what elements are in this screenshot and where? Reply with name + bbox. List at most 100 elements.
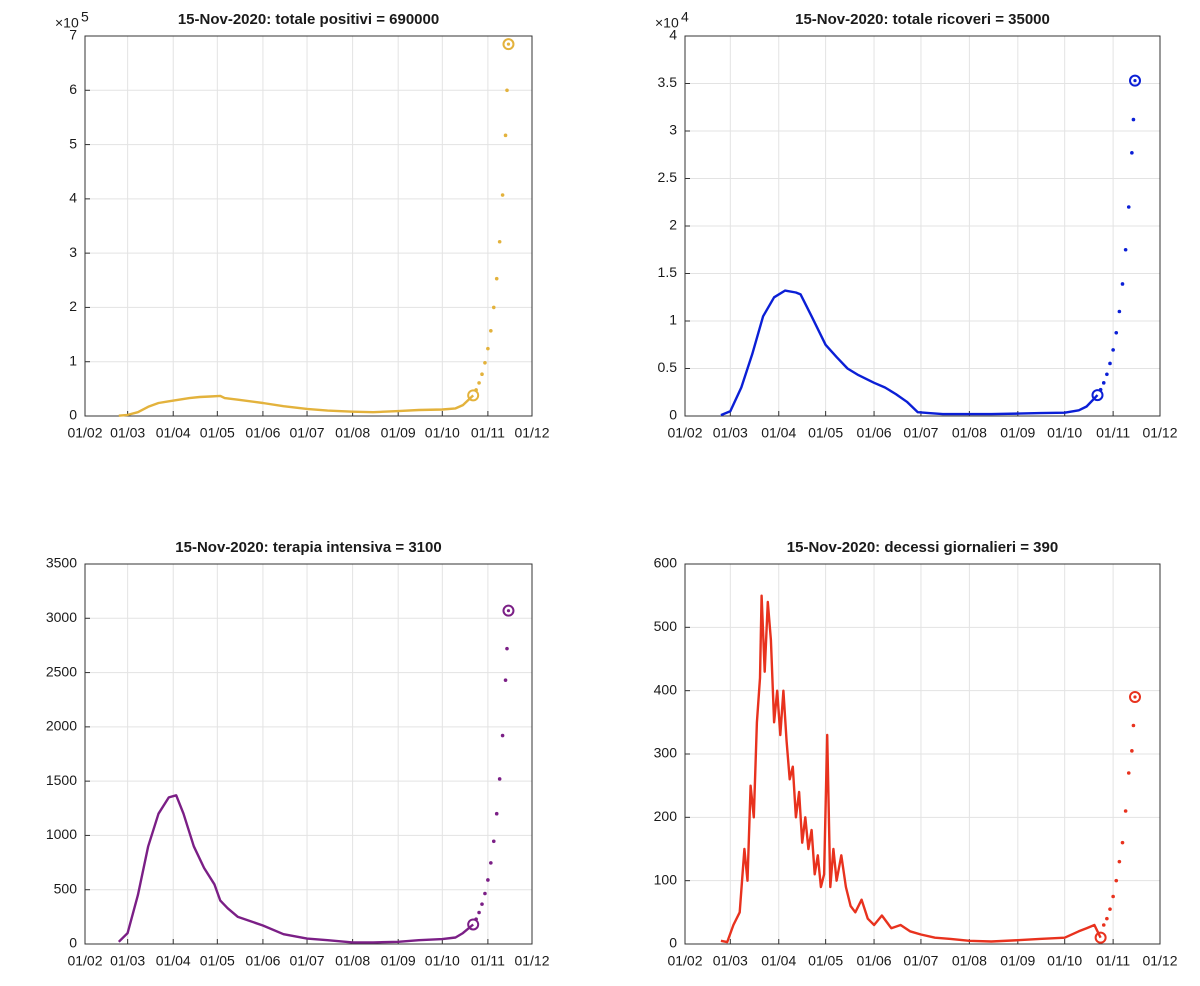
projection-dot: [1123, 809, 1128, 813]
projection-dot: [1101, 381, 1106, 385]
projection-dot: [494, 276, 499, 281]
y-tick-label: 1000: [46, 826, 77, 842]
chart: 01/02 01/03 01/04 01/05 01/06 01/07 01/08 01/09…: [55, 9, 550, 441]
highlight-marker: [1094, 931, 1107, 944]
y-tick-label: 1: [69, 352, 77, 368]
projection-dot: [1108, 361, 1112, 366]
x-tick-label: 01/05: [200, 425, 235, 441]
projection-dot: [500, 733, 505, 738]
y-tick-label: 1: [669, 312, 677, 328]
highlight-marker: [1129, 691, 1141, 703]
projection-dot: [503, 133, 508, 138]
plot-area: [85, 36, 532, 416]
y-tick-label: 6: [69, 81, 77, 97]
projection-dot: [1131, 117, 1136, 122]
projection-dot: [1114, 878, 1119, 883]
projection-dot: [1120, 282, 1125, 286]
projection-dot: [480, 372, 484, 377]
projection-dot: [1126, 205, 1131, 209]
x-tick-label: 01/11: [471, 425, 505, 441]
highlight-marker: [467, 389, 480, 402]
y-tick-label: 4: [69, 190, 77, 206]
x-tick-label: 01/04: [156, 953, 191, 969]
x-tick-label: 01/04: [761, 953, 796, 969]
projection-dot: [477, 910, 481, 915]
x-tick-label: 01/12: [1142, 953, 1177, 969]
projection-dot: [1123, 247, 1128, 252]
x-tick-label: 01/05: [808, 425, 843, 441]
projection-dot: [483, 361, 487, 365]
x-tick-label: 01/09: [1000, 953, 1035, 969]
x-tick-label: 01/06: [245, 425, 280, 441]
x-tick-label: 01/12: [514, 425, 549, 441]
y-tick-label: 2000: [46, 718, 77, 734]
y-tick-label: 300: [654, 745, 678, 761]
x-tick-label: 01/05: [200, 953, 235, 969]
projection-dot: [480, 902, 484, 906]
projection-dot: [489, 861, 493, 865]
x-tick-label: 01/08: [335, 953, 370, 969]
chart: 01/02 01/03 01/04 01/05 01/06 01/07 01/08 01/09…: [46, 539, 550, 969]
highlight-marker: [467, 918, 480, 931]
y-tick-label: 0: [669, 407, 677, 423]
data-line: [118, 394, 475, 417]
projection-dot: [486, 878, 490, 882]
chart-title: 15-Nov-2020: decessi giornalieri = 390: [787, 539, 1058, 556]
x-tick-label: 01/07: [903, 953, 938, 969]
projection-dot: [505, 646, 509, 651]
x-tick-label: 01/09: [1000, 425, 1035, 441]
x-tick-label: 01/12: [1142, 425, 1177, 441]
x-tick-label: 01/11: [471, 953, 505, 969]
y-tick-label: 3: [669, 122, 677, 138]
projection-dot: [497, 239, 502, 244]
x-tick-label: 01/08: [952, 953, 987, 969]
y-tick-label: 0: [669, 935, 677, 951]
y-tick-label: 100: [654, 871, 678, 887]
marker-center: [1133, 695, 1137, 699]
projection-dot: [503, 678, 508, 682]
x-tick-label: 01/02: [67, 953, 102, 969]
y-tick-label: 3500: [46, 555, 77, 571]
x-tick-label: 01/04: [761, 425, 796, 441]
projection-dot: [491, 305, 496, 310]
highlight-marker: [1091, 389, 1104, 402]
x-tick-label: 01/10: [1047, 953, 1082, 969]
x-tick-label: 01/10: [425, 425, 460, 441]
chart: 01/02 01/03 01/04 01/05 01/06 01/07 01/08 01/09…: [654, 539, 1178, 969]
y-tick-label: 400: [654, 681, 678, 697]
projection-dot: [1114, 330, 1119, 335]
x-tick-label: 01/07: [290, 425, 325, 441]
x-tick-label: 01/06: [857, 953, 892, 969]
projection-dot: [1111, 894, 1115, 899]
y-tick-label: 200: [654, 808, 678, 824]
x-tick-label: 01/09: [381, 425, 416, 441]
x-tick-label: 01/07: [903, 425, 938, 441]
axis-exponent: ×10: [55, 15, 79, 31]
y-tick-label: 1.5: [658, 264, 678, 280]
data-line: [720, 594, 1102, 944]
y-tick-label: 0: [69, 935, 77, 951]
projection-dot: [1130, 151, 1134, 155]
y-tick-label: 0: [69, 407, 77, 423]
y-tick-label: 500: [54, 880, 78, 896]
plot-area: [85, 564, 532, 944]
x-tick-label: 01/02: [667, 425, 702, 441]
marker-center: [506, 42, 511, 46]
data-line: [117, 794, 474, 944]
x-tick-label: 01/06: [245, 953, 280, 969]
projection-dot: [494, 811, 499, 816]
y-tick-label: 2: [69, 298, 77, 314]
axis-exponent-power: 5: [81, 9, 89, 25]
x-tick-label: 01/11: [1096, 953, 1130, 969]
x-tick-label: 01/03: [713, 425, 748, 441]
y-tick-label: 1500: [46, 772, 77, 788]
projection-dot: [497, 777, 502, 781]
projection-dot: [505, 88, 509, 93]
x-tick-label: 01/09: [381, 953, 416, 969]
y-tick-label: 3: [69, 244, 77, 260]
axes-frame: [684, 563, 1161, 945]
projection-dot: [477, 381, 481, 385]
y-tick-label: 2: [669, 217, 677, 233]
marker-center: [506, 609, 511, 613]
